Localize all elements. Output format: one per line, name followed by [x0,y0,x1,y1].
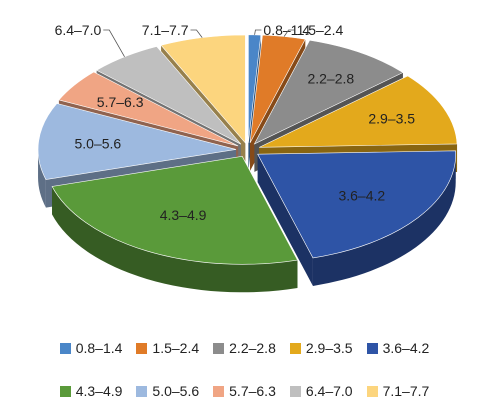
pie-slice-top [37,103,237,180]
slice-label-8: 6.4–7.0 [55,22,102,38]
leader-line-0 [254,29,262,35]
slice-label-3: 2.9–3.5 [368,111,415,127]
legend-item: 5.0–5.6 [136,383,199,399]
legend-label: 4.3–4.9 [75,383,123,399]
pie-slice-4 [257,150,456,286]
legend-label: 2.9–3.5 [305,340,353,356]
legend-label: 5.7–6.3 [229,383,276,399]
legend-label: 2.2–2.8 [229,340,276,356]
leader-line-9 [190,29,203,38]
slice-label-9: 7.1–7.7 [142,22,189,38]
legend-swatch [136,342,148,354]
legend-label: 6.4–7.0 [305,383,353,399]
legend-row-1: 0.8–1.4 1.5–2.4 2.2–2.8 2.9–3.5 3.6–4.2 [0,340,489,356]
pie-slice-wall [257,154,313,286]
legend-label: 1.5–2.4 [152,340,200,356]
pie-slice-rim [38,149,46,208]
legend-swatch [366,385,378,397]
legend-item: 3.6–4.2 [366,340,430,356]
pie-slice-top [248,34,262,143]
pie-slice-5 [51,155,298,293]
leader-line-1 [283,29,295,37]
pie-slices [37,34,458,293]
pie-slice-rim [312,154,456,286]
legend-row-2: 4.3–4.9 5.0–5.6 5.7–6.3 6.4–7.0 7.1–7.7 [0,383,489,399]
legend-swatch [59,385,71,397]
pie-slice-rim [52,186,298,293]
slice-label-0: 0.8–1.4 [263,22,310,38]
legend-swatch [213,385,225,397]
slice-label-2: 2.2–2.8 [307,70,354,86]
pie-slice-top [95,46,242,145]
slice-label-7: 5.7–6.3 [97,94,144,110]
legend-swatch [59,342,71,354]
legend-item: 2.2–2.8 [213,340,276,356]
legend-item: 5.7–6.3 [213,383,276,399]
legend-item: 7.1–7.7 [366,383,430,399]
pie-slice-top [58,71,239,147]
legend-swatch [366,342,378,354]
legend-item: 6.4–7.0 [289,383,353,399]
pie-slice-top [249,34,306,144]
leader-line-8 [103,29,125,57]
legend-label: 5.0–5.6 [152,383,200,399]
slice-label-6: 5.0–5.6 [75,136,122,152]
pie-slice-top [259,75,458,148]
legend-swatch [213,342,225,354]
legend-swatch [289,342,301,354]
pie-slice-top [253,39,404,145]
legend-label: 0.8–1.4 [75,340,123,356]
legend-label: 7.1–7.7 [382,383,430,399]
slice-label-5: 4.3–4.9 [160,207,207,223]
pie-slice-top [51,155,298,265]
legend-item: 0.8–1.4 [59,340,123,356]
legend-swatch [136,385,148,397]
legend-item: 1.5–2.4 [136,340,199,356]
slice-label-1: 1.5–2.4 [297,22,344,38]
legend-item: 4.3–4.9 [59,383,123,399]
legend-swatch [289,385,301,397]
slice-label-4: 3.6–4.2 [338,187,385,203]
pie-slice-top [257,150,456,259]
legend-item: 2.9–3.5 [289,340,353,356]
legend-label: 3.6–4.2 [382,340,430,356]
